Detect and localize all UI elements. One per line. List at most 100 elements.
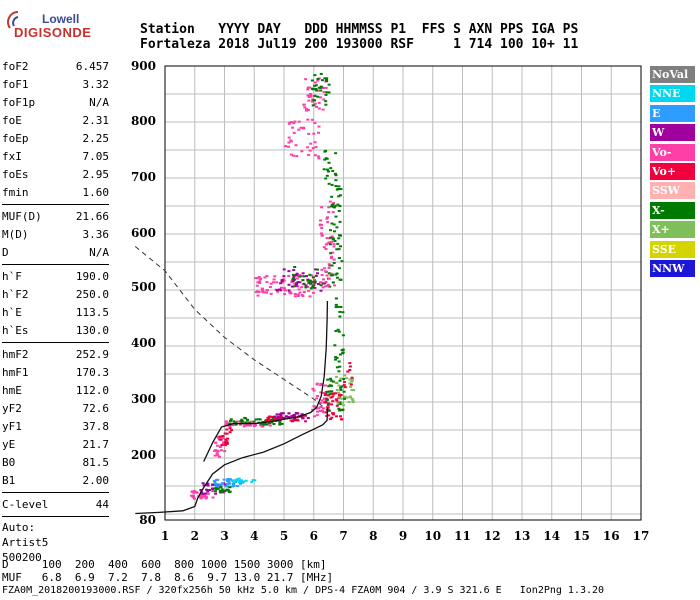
echo-point bbox=[351, 399, 355, 402]
echo-point bbox=[328, 390, 332, 393]
echo-point bbox=[242, 425, 246, 428]
echo-point bbox=[339, 415, 342, 418]
echo-point bbox=[296, 275, 300, 278]
echo-point bbox=[338, 220, 342, 223]
echo-point bbox=[300, 286, 304, 289]
echo-point bbox=[296, 293, 300, 296]
echo-point bbox=[218, 490, 222, 492]
echo-point bbox=[329, 236, 333, 239]
echo-point bbox=[323, 77, 327, 80]
param-divider bbox=[2, 492, 109, 493]
auto-version: 500200 bbox=[2, 551, 42, 564]
auto-program: Artist5 bbox=[2, 536, 49, 549]
echo-point bbox=[327, 394, 331, 397]
param-value: 44 bbox=[95, 498, 109, 511]
echo-point bbox=[261, 425, 264, 428]
echo-point bbox=[293, 293, 297, 295]
echo-point bbox=[225, 421, 229, 424]
echo-point bbox=[221, 435, 225, 437]
echo-point bbox=[307, 96, 311, 98]
echo-point bbox=[329, 252, 333, 255]
param-key: B1 bbox=[2, 474, 16, 487]
echo-point bbox=[320, 206, 324, 209]
echo-point bbox=[193, 497, 196, 500]
echo-point bbox=[224, 443, 227, 446]
echo-point bbox=[228, 431, 232, 434]
echo-point bbox=[322, 392, 326, 394]
echo-point bbox=[222, 478, 226, 481]
echo-point bbox=[229, 419, 232, 422]
echo-point bbox=[339, 388, 343, 391]
echo-point bbox=[271, 281, 275, 284]
echo-point bbox=[347, 401, 351, 403]
echo-point bbox=[211, 483, 215, 486]
echo-point bbox=[265, 289, 269, 292]
echo-point bbox=[313, 280, 317, 283]
echo-point bbox=[306, 279, 310, 282]
x-tick-label: 9 bbox=[399, 529, 407, 543]
echo-point bbox=[324, 248, 328, 250]
echo-point bbox=[330, 183, 334, 186]
echo-point bbox=[262, 423, 266, 426]
echo-point bbox=[330, 222, 334, 225]
echo-point bbox=[280, 286, 283, 289]
echo-point bbox=[311, 286, 315, 289]
param-key: D bbox=[2, 246, 9, 259]
echo-point bbox=[311, 284, 315, 287]
echo-point bbox=[211, 490, 215, 493]
param-row: B0 81.5 bbox=[2, 454, 109, 472]
echo-point bbox=[307, 153, 311, 156]
param-value: 112.0 bbox=[75, 384, 109, 397]
echo-point bbox=[339, 306, 343, 308]
echo-point bbox=[333, 284, 336, 287]
echo-point bbox=[292, 276, 296, 279]
echo-point bbox=[205, 488, 208, 491]
echo-point bbox=[224, 420, 228, 423]
echo-point bbox=[284, 145, 287, 148]
echo-point bbox=[306, 285, 310, 288]
echo-point bbox=[300, 294, 304, 296]
echo-point bbox=[348, 362, 352, 365]
param-row: hmE 112.0 bbox=[2, 382, 109, 400]
echo-point bbox=[309, 142, 313, 145]
echo-point bbox=[295, 277, 299, 280]
legend-item-w: W bbox=[650, 124, 695, 142]
param-divider bbox=[2, 342, 109, 343]
echo-point bbox=[342, 384, 346, 387]
echo-point bbox=[334, 215, 338, 218]
x-tick-label: 10 bbox=[424, 529, 441, 543]
legend-item-x-: X- bbox=[650, 201, 695, 219]
echo-point bbox=[218, 483, 222, 486]
echo-point bbox=[327, 409, 331, 412]
echo-point bbox=[316, 268, 319, 271]
echo-point bbox=[333, 344, 337, 347]
echo-point bbox=[330, 390, 334, 393]
echo-point bbox=[324, 415, 328, 417]
echo-point bbox=[330, 403, 334, 406]
parameter-panel: foF2 6.457 foF1 3.32 foF1p N/A foE 2.31 foEp 2.25… bbox=[2, 58, 109, 565]
echo-point bbox=[343, 374, 347, 377]
echo-point bbox=[306, 118, 310, 121]
echo-point bbox=[296, 419, 300, 422]
echo-point bbox=[335, 415, 338, 418]
echo-point bbox=[327, 211, 331, 214]
echo-point bbox=[304, 286, 308, 289]
echo-point bbox=[296, 285, 300, 288]
echo-point bbox=[334, 375, 338, 378]
echo-point bbox=[218, 435, 222, 438]
echo-point bbox=[260, 422, 264, 425]
echo-point bbox=[216, 454, 220, 457]
echo-point bbox=[322, 91, 326, 94]
echo-point bbox=[315, 395, 319, 397]
echo-point bbox=[339, 194, 342, 197]
echo-point bbox=[308, 295, 312, 298]
echo-point bbox=[256, 290, 260, 293]
echo-point bbox=[339, 377, 343, 380]
echo-point bbox=[330, 240, 334, 243]
echo-point bbox=[219, 449, 223, 452]
echo-point bbox=[338, 315, 342, 318]
echo-point bbox=[330, 272, 334, 275]
param-value: 1.60 bbox=[82, 186, 110, 199]
param-row: D N/A bbox=[2, 244, 109, 262]
echo-point bbox=[265, 291, 268, 294]
